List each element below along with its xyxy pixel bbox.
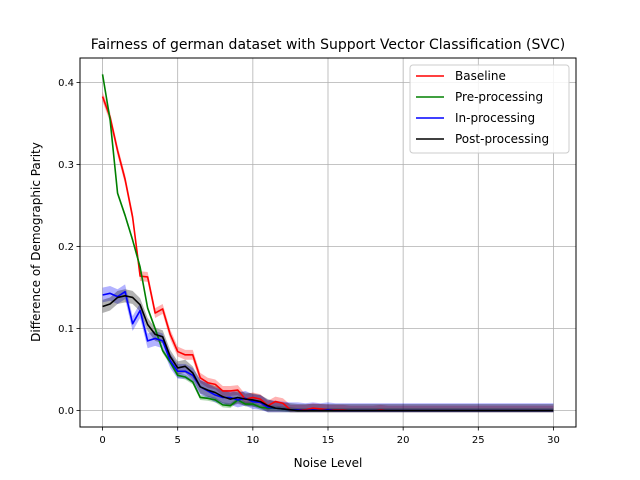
y-tick-label: 0.3: [58, 160, 74, 171]
y-tick-label: 0.2: [58, 242, 74, 253]
legend-box: [409, 64, 570, 154]
y-axis-label: Difference of Demographic Parity: [29, 142, 43, 342]
x-tick-label: 30: [547, 435, 560, 446]
x-tick-label: 10: [246, 435, 259, 446]
legend-label-baseline: Baseline: [455, 69, 506, 83]
legend: Baseline Pre-processing In-processing Post-…: [409, 64, 570, 154]
x-tick-label: 25: [472, 435, 485, 446]
grid: [80, 58, 576, 427]
x-tick-label: 20: [397, 435, 410, 446]
x-tick-label: 15: [322, 435, 335, 446]
x-tick-label: 0: [99, 435, 105, 446]
x-axis-label: Noise Level: [294, 456, 363, 470]
y-tick-label: 0.0: [58, 406, 74, 417]
y-tick-label: 0.4: [58, 78, 74, 89]
x-axis-ticks: 0 5 10 15 20 25 30: [99, 427, 560, 446]
chart-title: Fairness of german dataset with Support …: [91, 37, 565, 53]
legend-label-pre-processing: Pre-processing: [455, 90, 543, 104]
y-tick-label: 0.1: [58, 324, 74, 335]
legend-label-post-processing: Post-processing: [455, 132, 549, 146]
x-tick-label: 5: [175, 435, 181, 446]
line-post-processing: [102, 294, 554, 412]
legend-label-in-processing: In-processing: [455, 111, 535, 125]
series-lines: [101, 74, 554, 412]
y-axis-ticks: 0.0 0.1 0.2 0.3 0.4: [58, 78, 80, 417]
